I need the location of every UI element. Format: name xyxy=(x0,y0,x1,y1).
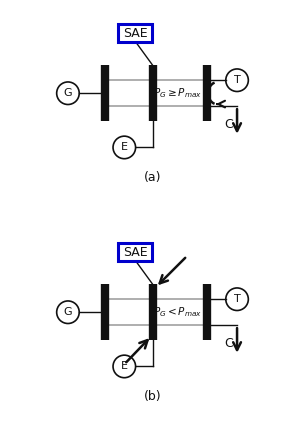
Text: (a): (a) xyxy=(144,171,161,184)
Text: G: G xyxy=(64,88,72,98)
Text: C: C xyxy=(224,337,233,350)
Text: SAE: SAE xyxy=(123,27,148,39)
Text: (b): (b) xyxy=(144,390,161,403)
Text: SAE: SAE xyxy=(123,246,148,258)
FancyBboxPatch shape xyxy=(118,243,152,261)
Text: C: C xyxy=(224,118,233,131)
Text: T: T xyxy=(234,294,240,304)
FancyBboxPatch shape xyxy=(118,24,152,42)
Text: G: G xyxy=(64,307,72,317)
Text: $P_G \geq P_{max}$: $P_G \geq P_{max}$ xyxy=(153,86,202,100)
Text: T: T xyxy=(234,75,240,85)
Text: E: E xyxy=(121,142,128,152)
Text: $P_G < P_{max}$: $P_G < P_{max}$ xyxy=(153,305,202,319)
Text: E: E xyxy=(121,361,128,371)
